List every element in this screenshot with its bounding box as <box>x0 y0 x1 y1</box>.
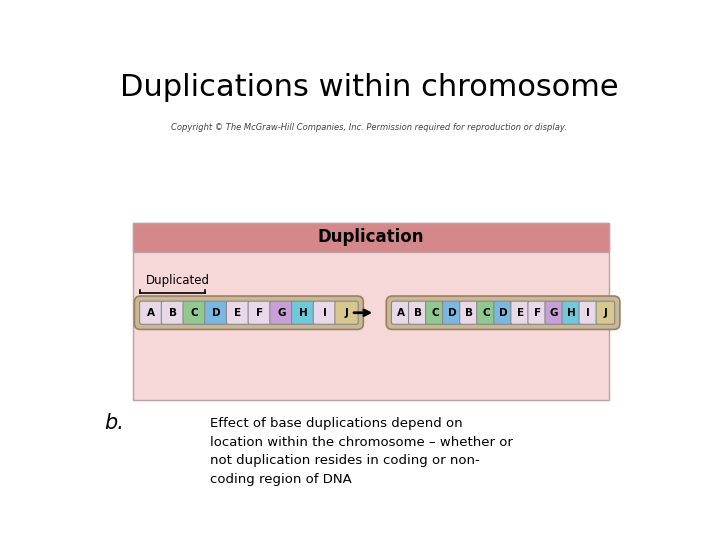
FancyBboxPatch shape <box>459 301 478 325</box>
Text: C: C <box>431 308 438 318</box>
Text: D: D <box>499 308 508 318</box>
FancyBboxPatch shape <box>392 301 410 325</box>
FancyBboxPatch shape <box>579 301 598 325</box>
Text: E: E <box>516 308 523 318</box>
Text: J: J <box>603 308 607 318</box>
FancyBboxPatch shape <box>132 222 609 400</box>
Text: b.: b. <box>104 413 124 433</box>
FancyBboxPatch shape <box>528 301 546 325</box>
FancyBboxPatch shape <box>510 301 529 325</box>
Text: G: G <box>277 308 286 318</box>
FancyBboxPatch shape <box>204 301 228 325</box>
Text: F: F <box>256 308 264 318</box>
Text: G: G <box>550 308 559 318</box>
Text: F: F <box>534 308 541 318</box>
FancyBboxPatch shape <box>161 301 184 325</box>
FancyBboxPatch shape <box>292 301 315 325</box>
Text: C: C <box>482 308 490 318</box>
FancyBboxPatch shape <box>387 296 620 329</box>
Text: C: C <box>191 308 199 318</box>
Text: I: I <box>586 308 590 318</box>
Text: Duplicated: Duplicated <box>145 274 210 287</box>
Text: Duplications within chromosome: Duplications within chromosome <box>120 73 618 103</box>
FancyBboxPatch shape <box>135 296 364 329</box>
Text: D: D <box>448 308 456 318</box>
FancyBboxPatch shape <box>132 222 609 252</box>
Text: B: B <box>169 308 177 318</box>
Text: Effect of base duplications depend on
location within the chromosome – whether o: Effect of base duplications depend on lo… <box>210 417 513 486</box>
FancyBboxPatch shape <box>426 301 444 325</box>
Text: I: I <box>323 308 327 318</box>
FancyBboxPatch shape <box>335 301 358 325</box>
Text: Duplication: Duplication <box>318 228 424 246</box>
FancyBboxPatch shape <box>248 301 271 325</box>
Text: H: H <box>567 308 576 318</box>
FancyBboxPatch shape <box>313 301 336 325</box>
Text: B: B <box>414 308 422 318</box>
Text: A: A <box>147 308 156 318</box>
Text: Copyright © The McGraw-Hill Companies, Inc. Permission required for reproduction: Copyright © The McGraw-Hill Companies, I… <box>171 124 567 132</box>
FancyBboxPatch shape <box>140 301 163 325</box>
FancyBboxPatch shape <box>562 301 580 325</box>
Text: B: B <box>465 308 473 318</box>
FancyBboxPatch shape <box>443 301 462 325</box>
FancyBboxPatch shape <box>226 301 250 325</box>
FancyBboxPatch shape <box>477 301 495 325</box>
FancyBboxPatch shape <box>545 301 564 325</box>
FancyBboxPatch shape <box>270 301 293 325</box>
Text: H: H <box>299 308 307 318</box>
Text: A: A <box>397 308 405 318</box>
FancyBboxPatch shape <box>494 301 513 325</box>
FancyBboxPatch shape <box>183 301 206 325</box>
Text: D: D <box>212 308 220 318</box>
Text: E: E <box>235 308 242 318</box>
FancyBboxPatch shape <box>596 301 615 325</box>
Text: J: J <box>345 308 348 318</box>
FancyBboxPatch shape <box>408 301 427 325</box>
